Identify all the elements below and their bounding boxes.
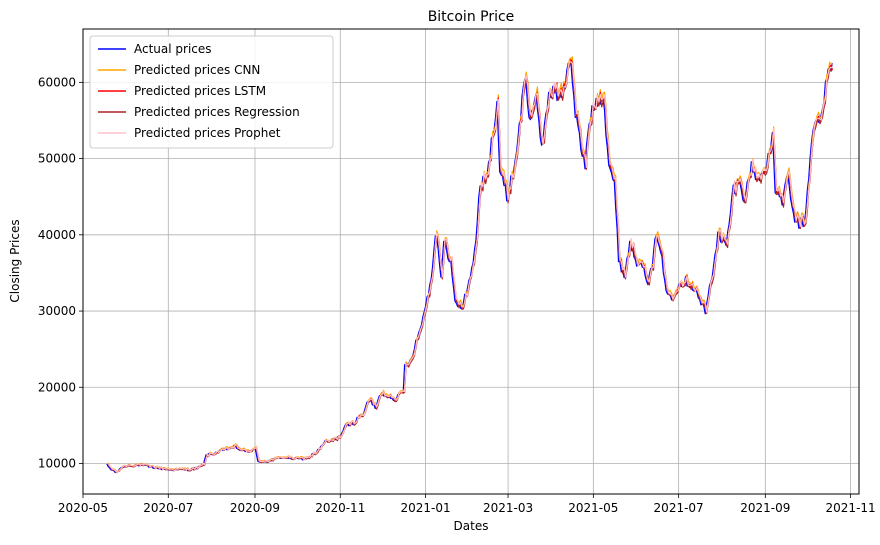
y-tick-label: 60000 (38, 75, 76, 89)
y-tick-label: 20000 (38, 380, 76, 394)
y-axis-label: Closing Prices (8, 219, 22, 302)
x-tick-label: 2021-01 (400, 501, 450, 515)
grid-layer (82, 29, 859, 494)
legend-label: Actual prices (134, 42, 212, 56)
y-tick-label: 40000 (38, 228, 76, 242)
legend-label: Predicted prices Prophet (134, 126, 281, 140)
legend: Actual prices Predicted prices CNN Predict… (89, 35, 334, 149)
x-tick-label: 2021-07 (654, 501, 704, 515)
x-tick-label: 2021-05 (568, 501, 618, 515)
x-tick-label: 2020-05 (58, 501, 108, 515)
tick-layer: 2020-05 2020-07 2020-09 2020-11 2021-01 2021-… (38, 75, 876, 515)
x-tick-label: 2020-09 (230, 501, 280, 515)
legend-label: Predicted prices CNN (134, 63, 260, 77)
y-tick-label: 30000 (38, 304, 76, 318)
legend-box (89, 35, 334, 149)
x-tick-label: 2020-07 (143, 501, 193, 515)
y-tick-label: 10000 (38, 457, 76, 471)
x-tick-label: 2021-11 (826, 501, 876, 515)
legend-label: Predicted prices Regression (134, 105, 300, 119)
x-tick-label: 2021-09 (740, 501, 790, 515)
series-line-prophet (107, 61, 833, 473)
series-layer (106, 56, 833, 474)
legend-label: Predicted prices LSTM (134, 84, 266, 98)
x-tick-label: 2021-03 (483, 501, 533, 515)
x-axis-label: Dates (454, 519, 489, 533)
x-tick-label: 2020-11 (315, 501, 365, 515)
chart-title: Bitcoin Price (428, 9, 515, 25)
y-tick-label: 50000 (38, 152, 76, 166)
plot-frame (82, 28, 860, 495)
